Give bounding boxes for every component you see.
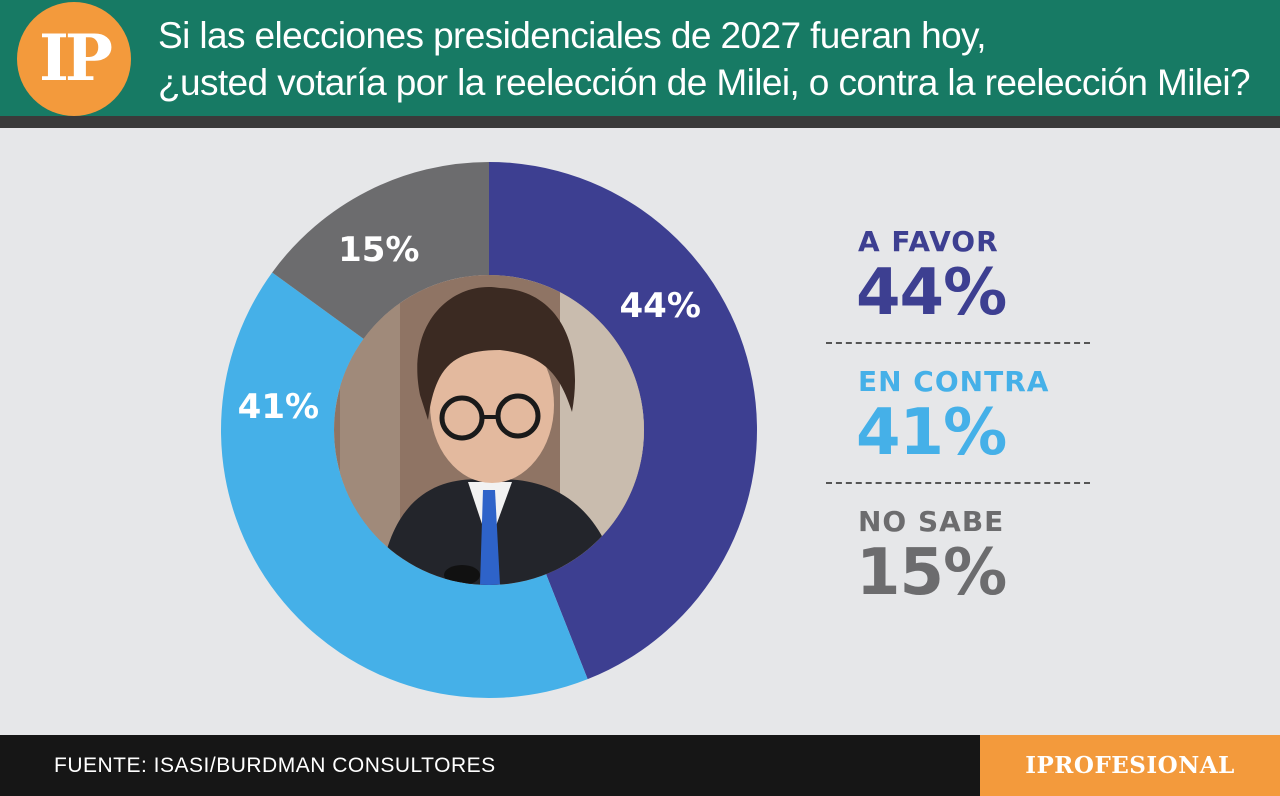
header-title-band xyxy=(0,0,1280,116)
legend-divider xyxy=(826,342,1090,344)
legend-label-no-sabe: NO SABE xyxy=(858,505,1005,538)
legend-label-a-favor: A FAVOR xyxy=(858,225,999,258)
ip-logo: IP xyxy=(17,2,131,116)
source-note: FUENTE: ISASI/BURDMAN CONSULTORES xyxy=(54,754,496,777)
donut-data-label: 44% xyxy=(620,286,701,326)
donut-chart: 44% 41% 15% xyxy=(221,162,758,698)
legend-item-en-contra: EN CONTRA 41% xyxy=(826,362,1090,502)
legend-value-a-favor: 44% xyxy=(856,256,1007,330)
donut-slice-no-sabe xyxy=(272,162,489,339)
brand-logo: IPROFESIONAL xyxy=(980,735,1280,796)
chart-title: Si las elecciones presidenciales de 2027… xyxy=(158,12,1268,106)
legend: A FAVOR 44% EN CONTRA 41% NO SABE 15% xyxy=(826,222,1090,642)
legend-item-no-sabe: NO SABE 15% xyxy=(826,502,1090,642)
donut-slices xyxy=(221,162,758,698)
footer-bar: FUENTE: ISASI/BURDMAN CONSULTORES IPROFE… xyxy=(0,735,1280,796)
donut-data-label: 15% xyxy=(338,230,419,270)
donut-slice-a-favor xyxy=(489,162,758,680)
legend-label-en-contra: EN CONTRA xyxy=(858,365,1050,398)
donut-data-label: 41% xyxy=(238,387,319,427)
legend-value-en-contra: 41% xyxy=(856,396,1007,470)
legend-value-no-sabe: 15% xyxy=(856,536,1007,610)
donut-slice-en-contra xyxy=(221,272,588,698)
header-bar: IP Si las elecciones presidenciales de 2… xyxy=(0,0,1280,128)
donut-data-labels: 44% 41% 15% xyxy=(238,230,701,427)
chart-title-line-2: ¿usted votaría por la reelección de Mile… xyxy=(158,62,1251,103)
chart-title-line-1: Si las elecciones presidenciales de 2027… xyxy=(158,15,986,56)
legend-divider xyxy=(826,482,1090,484)
legend-item-a-favor: A FAVOR 44% xyxy=(826,222,1090,362)
